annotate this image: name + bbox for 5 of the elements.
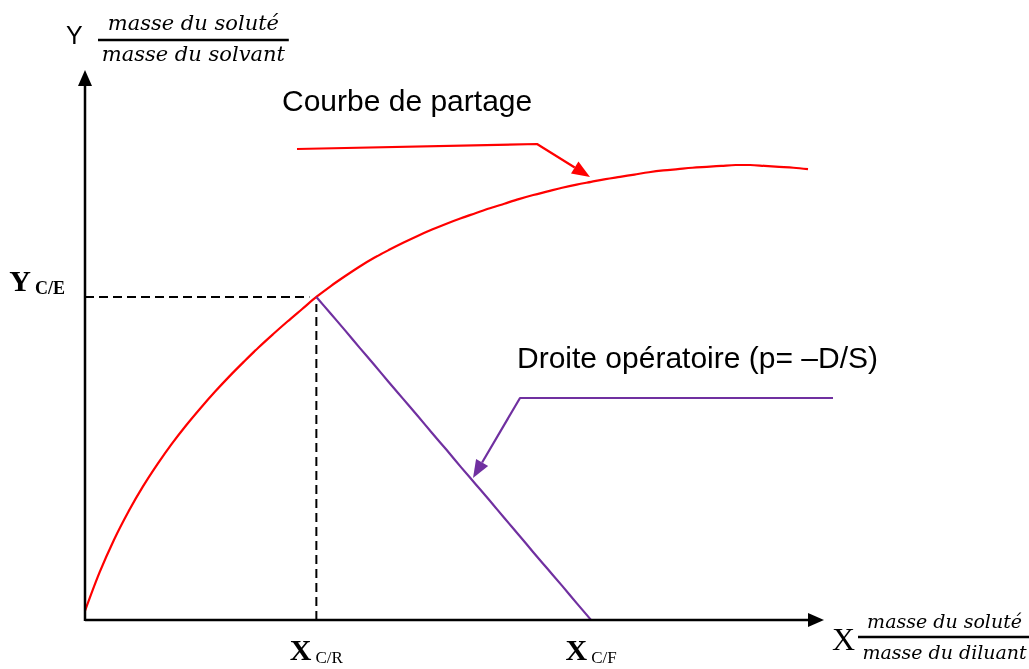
x-tick-label: X$_{C/R}$	[289, 633, 344, 667]
x-tick-label: X$_{C/F}$	[565, 633, 617, 667]
ref-line-label: Y$_{C/E}$	[9, 263, 65, 298]
text: Courbe de partage	[282, 84, 533, 117]
annotation: Droite opératoire (p= –D/S)	[517, 341, 878, 374]
